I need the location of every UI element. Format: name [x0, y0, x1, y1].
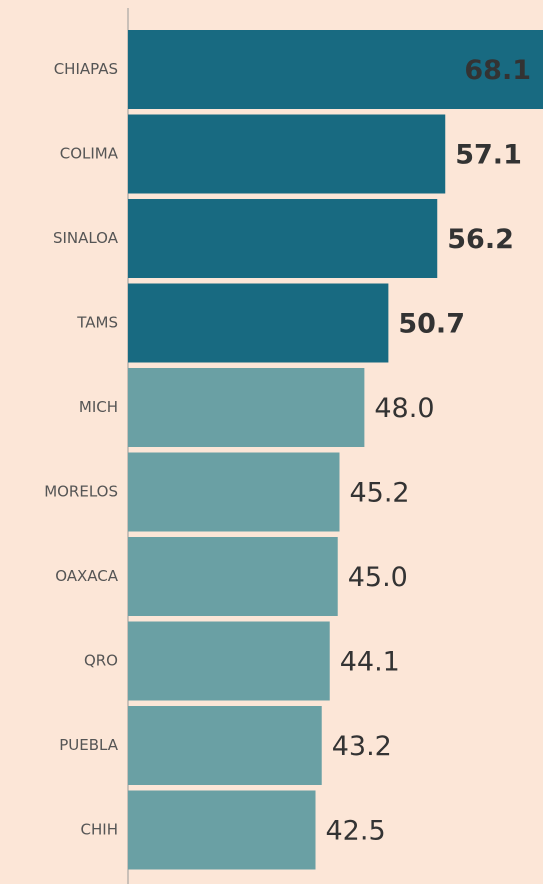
value-label: 44.1	[340, 647, 400, 678]
y-tick-label: TAMS	[76, 314, 118, 332]
value-label: 43.2	[332, 731, 392, 762]
bar	[128, 537, 338, 616]
value-label: 45.2	[349, 478, 409, 509]
y-tick-label: SINALOA	[53, 229, 119, 247]
y-tick-label: PUEBLA	[59, 736, 118, 754]
bar	[128, 199, 438, 278]
y-tick-label: MORELOS	[44, 483, 118, 501]
bar	[128, 114, 446, 194]
bar	[128, 706, 322, 785]
y-tick-label: CHIAPAS	[54, 60, 118, 78]
bar	[128, 283, 389, 363]
bar	[128, 621, 330, 701]
value-label: 56.2	[447, 224, 514, 255]
value-label: 48.0	[374, 393, 434, 424]
y-tick-label: CHIH	[81, 821, 118, 839]
value-label: 45.0	[348, 562, 408, 593]
y-tick-label: COLIMA	[60, 145, 119, 163]
bar	[128, 452, 340, 532]
y-tick-label: MICH	[79, 398, 118, 416]
y-tick-label: QRO	[84, 652, 118, 670]
bar	[128, 368, 365, 447]
value-label: 42.5	[326, 816, 386, 847]
bar	[128, 790, 316, 870]
y-tick-label: OAXACA	[55, 567, 119, 585]
value-label: 57.1	[455, 140, 522, 171]
value-label: 68.1	[464, 55, 531, 86]
value-label: 50.7	[398, 309, 465, 340]
bar	[128, 30, 543, 109]
